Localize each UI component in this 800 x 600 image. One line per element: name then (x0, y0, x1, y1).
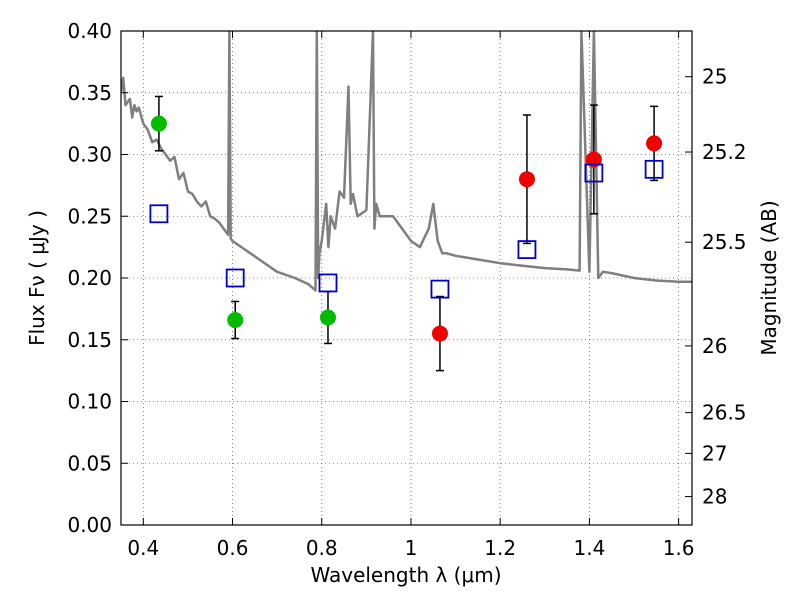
data-point-circle (518, 171, 535, 188)
axis-ticks (121, 30, 692, 526)
y2-tick-label: 26 (702, 334, 727, 358)
y2-tick-label: 27 (702, 441, 727, 465)
model-point-square (430, 279, 450, 299)
y2-tick-label: 25.5 (702, 230, 747, 254)
tick-labels: 0.4 0.6 0.8 1 1.2 1.4 1.6 0.00 0.05 0.10 0.15 0.20 0… (67, 19, 746, 560)
model-spectrum-path (121, 31, 692, 292)
y-tick-label: 0.10 (67, 390, 112, 414)
y-tick-label: 0.25 (67, 204, 112, 228)
x-tick-label: 1.6 (663, 536, 695, 560)
x-tick-label: 1.4 (573, 536, 605, 560)
x-axis-title: Wavelength λ (μm) (310, 563, 501, 587)
x-tick-label: 0.8 (306, 536, 338, 560)
y-tick-label: 0.15 (67, 328, 112, 352)
y2-axis-title: Magnitude (AB) (757, 200, 781, 355)
model-point-square (644, 159, 664, 179)
y-tick-label: 0.00 (67, 513, 112, 537)
data-point-circle (150, 115, 167, 132)
data-point-circle (585, 151, 602, 168)
y-tick-label: 0.05 (67, 451, 112, 475)
model-point-square (517, 240, 537, 259)
y-tick-label: 0.40 (67, 19, 112, 43)
x-tick-label: 0.6 (217, 536, 249, 560)
model-point-square (149, 204, 169, 224)
model-point-square (584, 163, 604, 183)
data-point-circle (319, 309, 336, 326)
data-point-circle (227, 311, 244, 328)
plot-frame (120, 30, 693, 526)
data-point-circle (646, 135, 663, 152)
data-markers (149, 115, 664, 342)
y2-tick-label: 25.2 (702, 140, 747, 164)
model-point-square (318, 273, 338, 293)
x-tick-label: 1.2 (484, 536, 516, 560)
y2-tick-label: 28 (702, 485, 727, 509)
data-point-circle (431, 325, 448, 342)
y-axis-title: Flux Fν ( μJy ) (25, 210, 49, 346)
grid (121, 30, 692, 526)
y-tick-label: 0.35 (67, 81, 112, 105)
model-point-square (225, 268, 245, 288)
x-tick-label: 1 (405, 536, 418, 560)
model-spectrum-line (121, 31, 692, 292)
y2-tick-label: 26.5 (702, 401, 747, 425)
y-tick-label: 0.20 (67, 266, 112, 290)
y2-tick-label: 25 (702, 65, 727, 89)
y-tick-label: 0.30 (67, 143, 112, 167)
x-tick-label: 0.4 (127, 536, 159, 560)
